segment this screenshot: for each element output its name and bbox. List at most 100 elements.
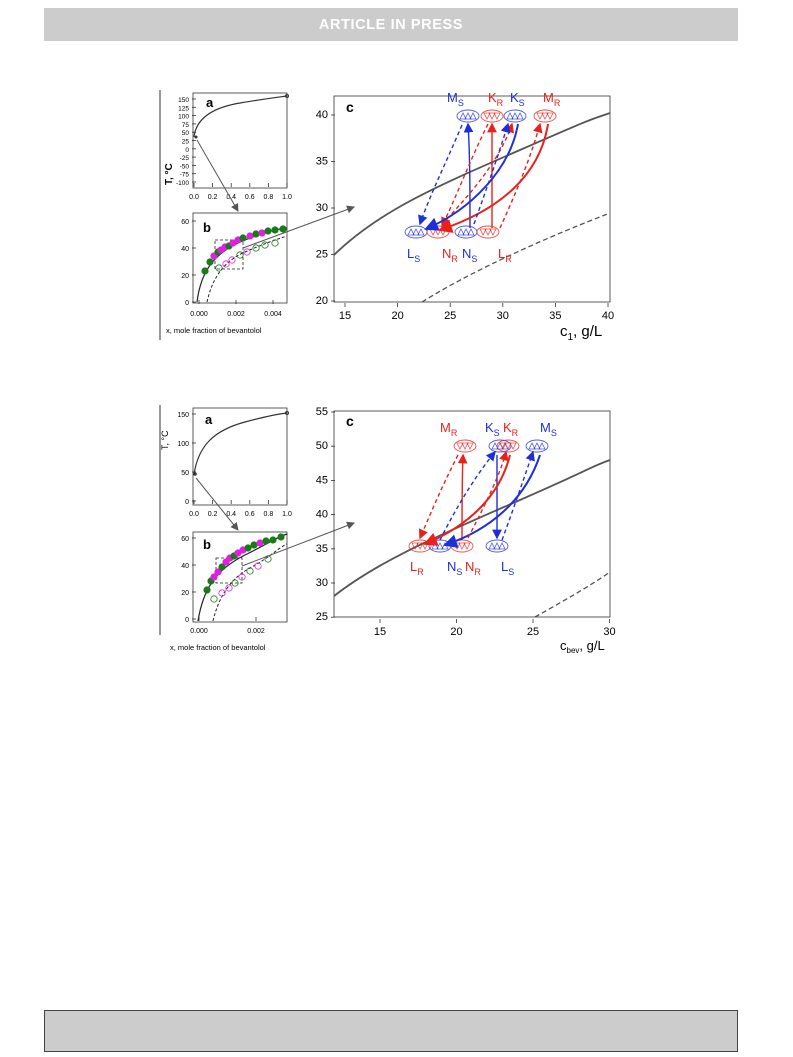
- x-tick-label: 30: [603, 626, 615, 638]
- y-tick-label: 100: [177, 441, 189, 448]
- y-tick-label: 75: [182, 122, 190, 129]
- y-tick-label: 20: [181, 590, 189, 597]
- y-tick-label: 50: [316, 440, 328, 452]
- panel-letter: a: [205, 412, 213, 427]
- x-tick-label: 0.6: [245, 194, 255, 201]
- polymorph-label: MR: [440, 420, 458, 438]
- panel-letter: c: [346, 413, 354, 429]
- y-tick-label: 125: [178, 105, 189, 112]
- fig2-panel-a: a 150 100 50 0 0.0 0.2 0.4 0.6 0.8 1.0 T, °C: [160, 407, 292, 518]
- x-tick-label: 20: [450, 626, 462, 638]
- fig1-a-ylabel: T, °C: [164, 163, 175, 185]
- x-tick-label: 0.0: [189, 194, 199, 201]
- panel-letter: b: [203, 537, 211, 552]
- data-point: [246, 567, 254, 575]
- y-tick-label: 30: [316, 577, 328, 589]
- x-tick-label: 0.002: [247, 628, 265, 635]
- fig1-c-xlabel: c1, g/L: [560, 323, 602, 343]
- fig1-panel-b: b 60 40 20 0 0.000 0.002 0.004 x, mole fracti…: [166, 212, 288, 335]
- fig2-c-xlabel: cbev, g/L: [560, 638, 605, 655]
- data-point: [258, 229, 266, 237]
- data-point: [261, 241, 269, 249]
- x-tick-label: 15: [374, 626, 386, 638]
- polymorph-label: NR: [442, 246, 458, 264]
- fig1-b-xticks: 0.000 0.002 0.004: [190, 300, 282, 318]
- x-tick-label: 0.2: [208, 194, 218, 201]
- data-point: [203, 586, 211, 594]
- data-point: [243, 248, 251, 256]
- y-tick-label: -50: [180, 163, 190, 170]
- x-tick-label: 0.004: [264, 311, 282, 318]
- y-tick-label: -100: [176, 180, 189, 187]
- polymorph-label: LS: [501, 559, 514, 577]
- y-tick-label: -75: [180, 172, 190, 179]
- panel-letter: c: [346, 99, 354, 115]
- data-point: [244, 544, 252, 552]
- data-point: [271, 239, 279, 247]
- fig1-panel-c: c 40 35 30 25 20 15 20 25 30 35 40 c1, g/L MS KR KS…: [316, 90, 614, 343]
- data-point: [279, 225, 287, 233]
- data-point: [210, 573, 218, 581]
- data-point: [262, 537, 270, 545]
- header-text: ARTICLE IN PRESS: [318, 16, 464, 33]
- panel-letter: b: [203, 220, 211, 235]
- polymorph-label: LR: [498, 246, 512, 264]
- x-tick-label: 1.0: [282, 194, 292, 201]
- y-tick-label: 150: [177, 412, 189, 419]
- fig1-c-xticks: 15 20 25 30 35 40: [339, 303, 614, 322]
- y-tick-label: 60: [181, 219, 189, 226]
- x-tick-label: 25: [444, 310, 456, 322]
- x-tick-label: 0.000: [190, 628, 208, 635]
- x-tick-label: 40: [602, 310, 614, 322]
- data-point: [231, 579, 239, 587]
- data-point: [222, 260, 230, 268]
- y-tick-label: 25: [182, 139, 190, 146]
- data-point: [225, 584, 233, 592]
- fig2-b-xlabel: x, mole fraction of bevantolol: [170, 643, 266, 652]
- x-tick-label: 0.000: [190, 311, 208, 318]
- y-tick-label: 30: [316, 202, 328, 214]
- x-tick-label: 0.002: [227, 311, 245, 318]
- polymorph-label: KR: [488, 90, 504, 108]
- y-tick-label: 60: [181, 536, 189, 543]
- data-point: [252, 244, 260, 252]
- y-tick-label: 0: [185, 300, 189, 307]
- data-point: [206, 258, 214, 266]
- x-tick-label: 0.8: [264, 194, 274, 201]
- polymorph-label: MS: [447, 90, 464, 108]
- x-tick-label: 30: [497, 310, 509, 322]
- polymorph-label: LR: [410, 559, 424, 577]
- data-point: [218, 563, 226, 571]
- fig1-c-yticks: 40 35 30 25 20: [316, 109, 335, 307]
- y-tick-label: 40: [316, 109, 328, 121]
- x-tick-label: 1.0: [282, 511, 292, 518]
- fig1-a-xticks: 0.0 0.2 0.4 0.6 0.8 1.0: [189, 183, 292, 201]
- fig2-panel-c: c 55 50 45 40 35 30 25 15 20 25 30 cbev, g/L MR KS…: [316, 406, 616, 655]
- data-point: [271, 226, 279, 234]
- y-tick-label: 150: [178, 97, 189, 104]
- y-tick-label: 40: [181, 563, 189, 570]
- x-tick-label: 0.6: [245, 511, 255, 518]
- data-point: [264, 227, 272, 235]
- polymorph-label: NS: [462, 246, 477, 264]
- panel-letter: a: [206, 95, 214, 110]
- y-tick-label: 100: [178, 114, 189, 121]
- data-point: [250, 541, 258, 549]
- x-tick-label: 20: [391, 310, 403, 322]
- polymorph-label: LS: [407, 246, 420, 264]
- y-tick-label: 20: [181, 273, 189, 280]
- x-tick-label: 0.4: [226, 511, 236, 518]
- x-tick-label: 0.4: [226, 194, 236, 201]
- polymorph-label: MR: [543, 90, 561, 108]
- fig2-a-ylabel: T, °C: [160, 430, 170, 450]
- polymorph-label: KS: [485, 420, 500, 438]
- y-tick-label: 55: [316, 406, 328, 418]
- polymorph-label: NR: [465, 559, 481, 577]
- x-tick-label: 25: [527, 626, 539, 638]
- x-tick-label: 35: [549, 310, 561, 322]
- fig1-b-xlabel: x, mole fraction of bevantolol: [166, 326, 262, 335]
- data-point: [218, 589, 226, 597]
- data-point: [246, 232, 254, 240]
